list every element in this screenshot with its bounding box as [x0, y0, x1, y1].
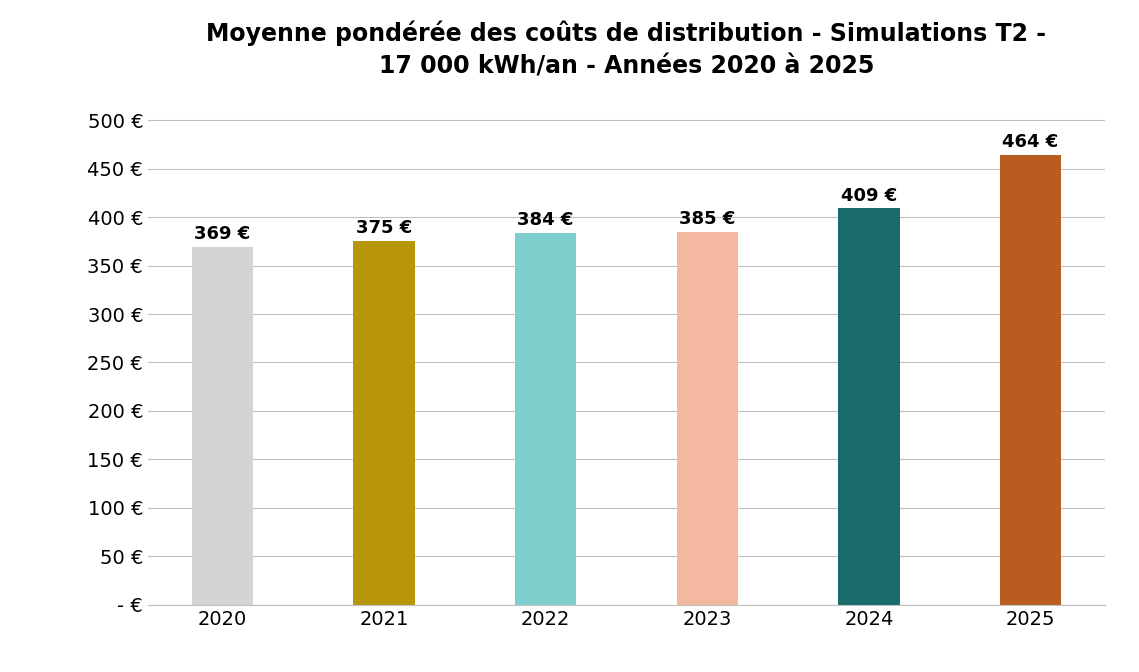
Bar	[191, 247, 253, 605]
Bar	[838, 208, 900, 605]
Bar	[677, 232, 738, 605]
Title: Moyenne pondérée des coûts de distribution - Simulations T2 -
17 000 kWh/an - An: Moyenne pondérée des coûts de distributi…	[206, 21, 1047, 78]
Bar	[1000, 155, 1062, 605]
Text: 385 €: 385 €	[679, 210, 736, 228]
Text: 375 €: 375 €	[355, 220, 412, 237]
Text: 409 €: 409 €	[841, 187, 898, 204]
Bar	[353, 241, 415, 605]
Text: 464 €: 464 €	[1002, 133, 1059, 151]
Text: 384 €: 384 €	[517, 211, 574, 228]
Bar	[515, 233, 576, 605]
Text: 369 €: 369 €	[194, 225, 251, 243]
